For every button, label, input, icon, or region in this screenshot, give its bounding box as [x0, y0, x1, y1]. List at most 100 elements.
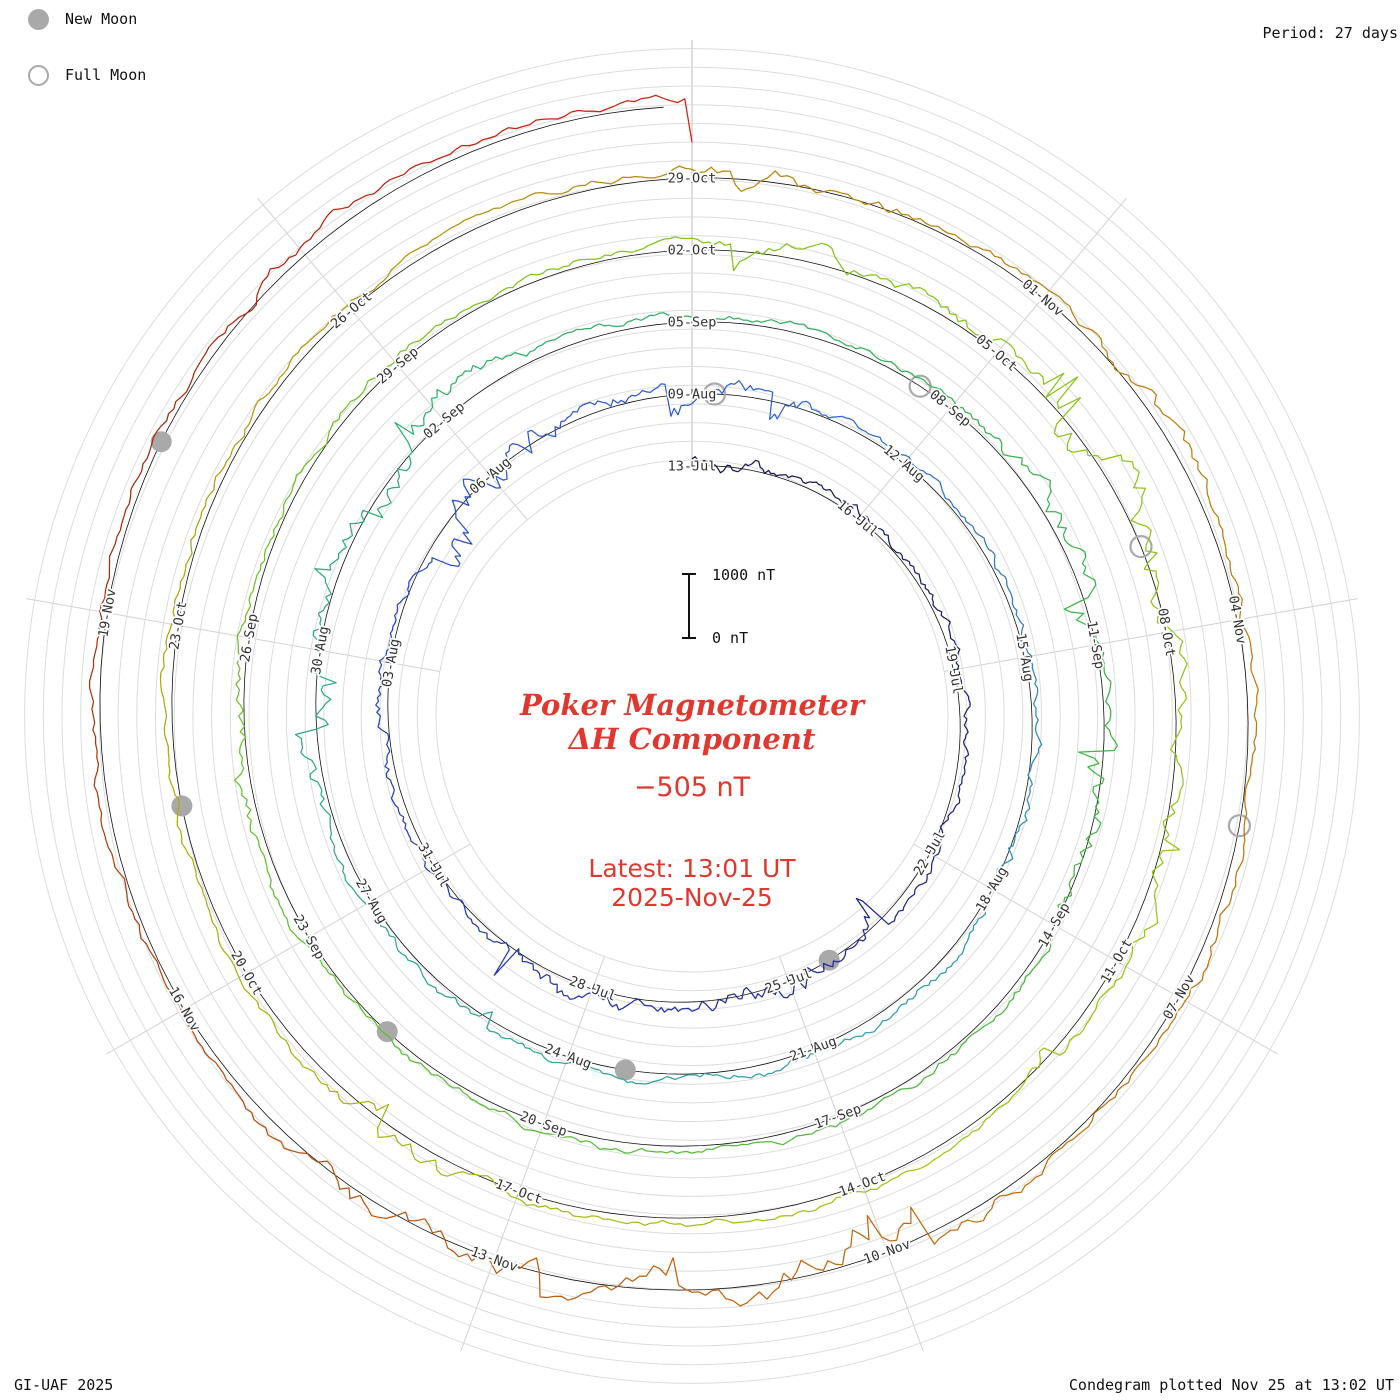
trace-segment: [1005, 341, 1039, 374]
trace-segment: [838, 340, 874, 356]
trace-segment: [482, 931, 509, 947]
trace-segment: [1162, 790, 1181, 836]
trace-segment: [313, 1071, 351, 1105]
trace-segment: [783, 1259, 836, 1281]
trace-segment: [193, 864, 210, 912]
trace-segment: [1066, 1104, 1105, 1143]
trace-segment: [831, 491, 853, 506]
trace-segment: [750, 1211, 798, 1222]
trace-segment: [1032, 1040, 1071, 1069]
date-label: 16-Nov: [165, 984, 203, 1034]
trace-segment: [160, 624, 173, 673]
trace-segment: [737, 459, 764, 473]
date-label: 09-Aug: [668, 387, 717, 403]
date-tick: [385, 661, 396, 665]
trace-segment: [96, 584, 108, 640]
trace-segment: [963, 744, 970, 771]
trace-segment: [992, 551, 1008, 581]
grid-radial: [944, 598, 1358, 672]
trace-segment: [314, 546, 347, 579]
trace-segment: [1105, 681, 1112, 722]
trace-segment: [447, 888, 466, 911]
trace-segment: [930, 844, 942, 870]
trace-segment: [367, 1208, 425, 1222]
trace-segment: [685, 1000, 714, 1012]
date-label: 29-Oct: [668, 171, 717, 187]
trace-segment: [407, 568, 425, 595]
date-label: 23-Oct: [166, 600, 190, 651]
trace-segment: [881, 440, 910, 458]
trace-segment: [394, 333, 429, 363]
trace-segment: [510, 341, 547, 357]
trace-segment: [288, 458, 312, 497]
trace-segment: [93, 750, 100, 807]
trace-segment: [837, 942, 858, 963]
trace-segment: [841, 192, 890, 214]
plot-title: Poker Magnetometer ΔH Component: [392, 688, 992, 756]
trace-segment: [390, 156, 444, 180]
trace-segment: [890, 995, 917, 1019]
trace-segment: [1030, 735, 1043, 768]
trace-segment: [1249, 722, 1258, 775]
trace-segment: [519, 1257, 569, 1301]
trace-segment: [825, 414, 857, 425]
date-tick: [172, 624, 183, 627]
trace-segment: [319, 790, 331, 825]
trace-segment: [163, 721, 171, 772]
trace-segment: [357, 1002, 386, 1035]
trace-segment: [954, 643, 961, 670]
trace-segment: [586, 399, 619, 407]
date-tick: [492, 1254, 497, 1264]
trace-segment: [448, 1084, 485, 1107]
trace-segment: [375, 675, 385, 706]
trace-segment: [1025, 945, 1052, 978]
trace-segment: [1003, 1067, 1033, 1106]
trace-segment: [907, 370, 942, 391]
date-tick: [1232, 618, 1243, 622]
grid-circle: [80, 104, 1304, 1328]
date-tick: [367, 898, 377, 904]
trace-segment: [90, 694, 98, 751]
date-tick: [993, 348, 1001, 357]
trace-segment: [420, 971, 446, 997]
trace-segment: [835, 1214, 883, 1266]
plot-title-line2: ΔH Component: [568, 722, 816, 756]
trace-segment: [1169, 743, 1184, 791]
trace-segment: [1234, 826, 1246, 879]
trace-segment: [766, 319, 805, 325]
trace-segment: [501, 1036, 534, 1053]
trace-segment: [581, 323, 619, 331]
trace-segment: [550, 108, 607, 120]
trace-segment: [677, 392, 708, 416]
trace-segment: [427, 1159, 475, 1177]
trace-segment: [106, 529, 121, 585]
trace-segment: [940, 389, 971, 415]
date-label: 27-Aug: [352, 876, 390, 926]
trace-segment: [396, 946, 422, 972]
trace-segment: [245, 574, 258, 616]
trace-segment: [520, 1126, 561, 1138]
date-tick: [884, 1246, 890, 1257]
full-moon-marker: [702, 382, 727, 406]
new-moon-label: New Moon: [65, 10, 138, 28]
trace-segment: [353, 890, 379, 918]
grid-radial: [106, 843, 471, 1055]
trace-segment: [609, 1218, 657, 1226]
trace-segment: [625, 1257, 680, 1286]
trace-segment: [912, 1061, 944, 1089]
trace-segment: [965, 319, 1007, 343]
trace-segment: [256, 535, 275, 576]
trace-segment: [1098, 643, 1112, 683]
trace-segment: [472, 354, 512, 370]
trace-segment: [413, 842, 428, 870]
trace-segment: [280, 1141, 333, 1167]
trace-segment: [301, 940, 330, 974]
trace-segment: [740, 170, 794, 192]
legend-new-moon: New Moon: [28, 8, 146, 30]
trace-segment: [424, 1218, 468, 1258]
current-value: −505 nT: [633, 772, 751, 803]
full-moon-marker: [1129, 534, 1153, 559]
trace-segment: [733, 1073, 769, 1079]
full-moon-icon: [28, 64, 49, 86]
trace-segment: [1049, 904, 1064, 947]
